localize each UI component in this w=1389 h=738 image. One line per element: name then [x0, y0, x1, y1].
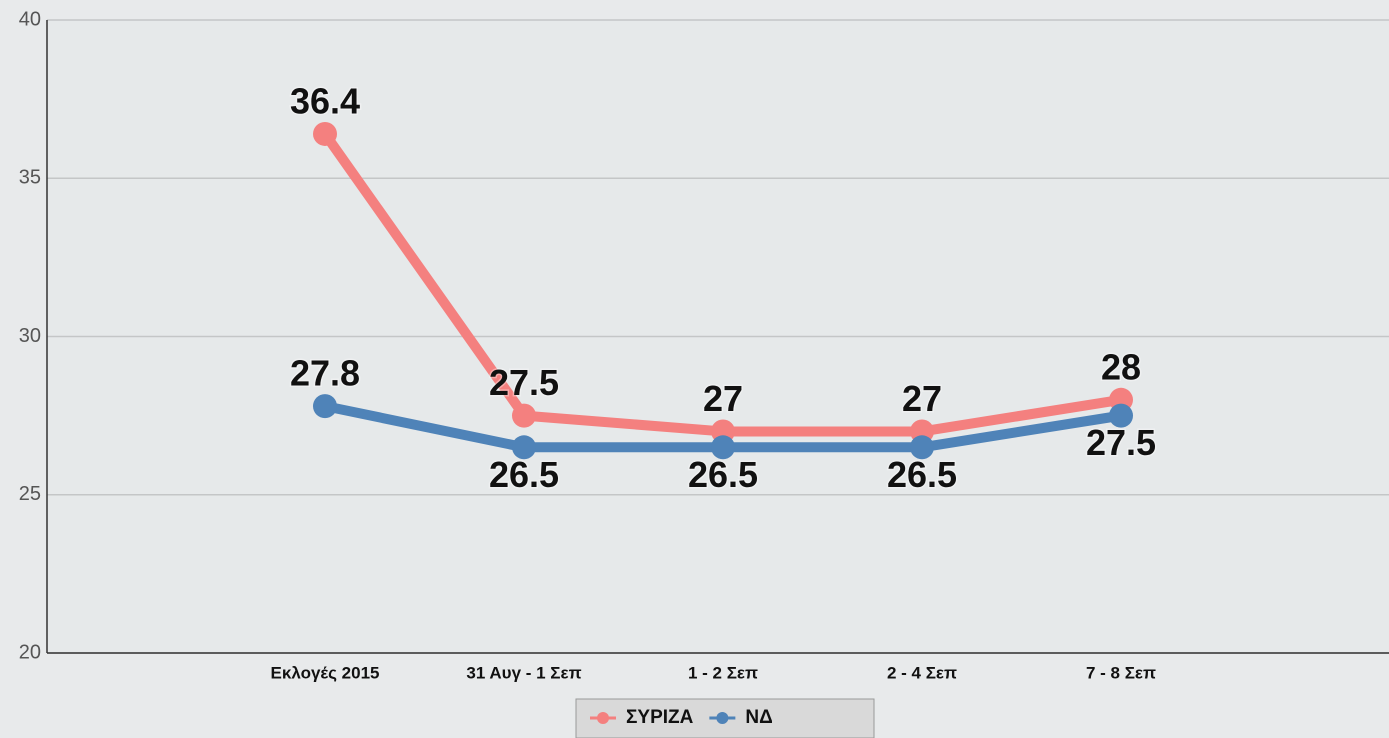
data-point: [711, 435, 735, 460]
y-tick-label: 30: [19, 325, 41, 347]
data-label: 26.5: [688, 454, 758, 495]
data-label: 27: [703, 378, 743, 419]
y-tick-label: 35: [19, 167, 41, 189]
data-label: 27: [902, 378, 942, 419]
data-label: 28: [1101, 346, 1141, 387]
data-label: 27.8: [290, 353, 360, 394]
data-label: 26.5: [887, 454, 957, 495]
data-point: [910, 435, 934, 460]
data-point: [512, 403, 536, 428]
x-tick-label: 31 Αυγ - 1 Σεπ: [466, 663, 581, 682]
data-label: 26.5: [489, 454, 559, 495]
x-tick-label: 7 - 8 Σεπ: [1086, 663, 1156, 682]
y-tick-label: 20: [19, 641, 41, 663]
data-label: 36.4: [290, 80, 360, 121]
legend-label: ΣΥΡΙΖΑ: [626, 707, 694, 728]
data-label: 27.5: [489, 362, 559, 403]
y-tick-label: 25: [19, 483, 41, 505]
data-label: 27.5: [1086, 422, 1156, 463]
legend-swatch: [716, 712, 729, 724]
legend-swatch: [597, 712, 609, 724]
x-tick-label: Εκλογές 2015: [271, 663, 380, 682]
y-tick-label: 40: [19, 8, 41, 30]
data-point: [313, 121, 337, 146]
x-tick-label: 2 - 4 Σεπ: [887, 663, 957, 682]
legend-label: ΝΔ: [745, 707, 772, 728]
x-tick-label: 1 - 2 Σεπ: [688, 663, 758, 682]
legend: ΣΥΡΙΖΑ ΝΔ: [575, 698, 875, 738]
data-point: [313, 394, 337, 419]
data-point: [512, 435, 536, 460]
data-point: [1109, 403, 1133, 428]
